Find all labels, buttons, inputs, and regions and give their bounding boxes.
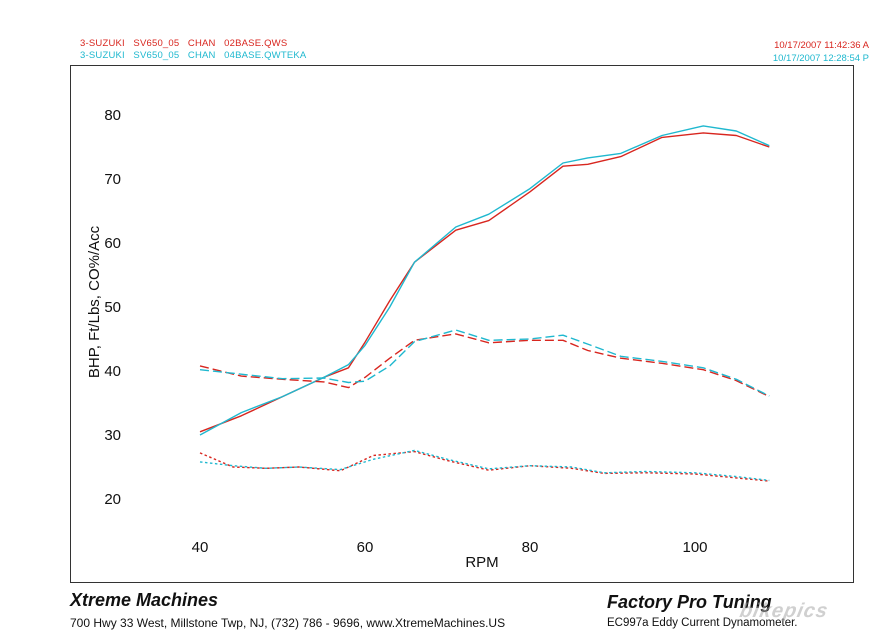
x-tick-label: 80 <box>522 539 539 556</box>
run2-timestamp: 10/17/2007 12:28:54 P <box>772 53 869 64</box>
plot-frame <box>70 65 854 583</box>
series-lines <box>199 125 770 482</box>
y-axis-label: BHP, Ft/Lbs, CO%/Acc <box>86 225 103 378</box>
x-tick-label: 100 <box>682 539 707 556</box>
run1-label: 3-SUZUKI SV650_05 CHAN 02BASE.QWS <box>80 38 288 49</box>
x-axis-label: RPM <box>465 554 498 571</box>
y-tick-label: 40 <box>104 363 121 380</box>
shop-address: 700 Hwy 33 West, Millstone Twp, NJ, (732… <box>70 616 506 630</box>
series-line-co-run2 <box>199 449 770 482</box>
run1-timestamp: 10/17/2007 11:42:36 A <box>774 40 869 51</box>
y-axis-ticks: 20 30 40 50 60 70 80 <box>104 107 121 508</box>
y-tick-label: 80 <box>104 107 121 124</box>
x-tick-label: 40 <box>192 539 209 556</box>
y-tick-label: 30 <box>104 427 121 444</box>
series-line-bhp-run2 <box>199 125 770 436</box>
series-line-torque-run1 <box>199 333 770 398</box>
y-tick-label: 70 <box>104 171 121 188</box>
y-tick-label: 50 <box>104 299 121 316</box>
run2-label: 3-SUZUKI SV650_05 CHAN 04BASE.QWTEKA <box>80 50 307 61</box>
series-line-torque-run2 <box>199 329 770 397</box>
series-line-bhp-run1 <box>199 132 770 433</box>
y-tick-label: 60 <box>104 235 121 252</box>
x-axis-ticks: 40 60 80 100 <box>192 539 708 556</box>
series-line-co-run1 <box>199 450 770 482</box>
x-tick-label: 60 <box>357 539 374 556</box>
dyno-model: EC997a Eddy Current Dynamometer. <box>607 617 798 629</box>
dyno-brand: Factory Pro Tuning <box>607 592 772 612</box>
y-tick-label: 20 <box>104 491 121 508</box>
shop-name: Xtreme Machines <box>70 590 219 610</box>
watermark-logo: bikepics <box>737 600 831 622</box>
